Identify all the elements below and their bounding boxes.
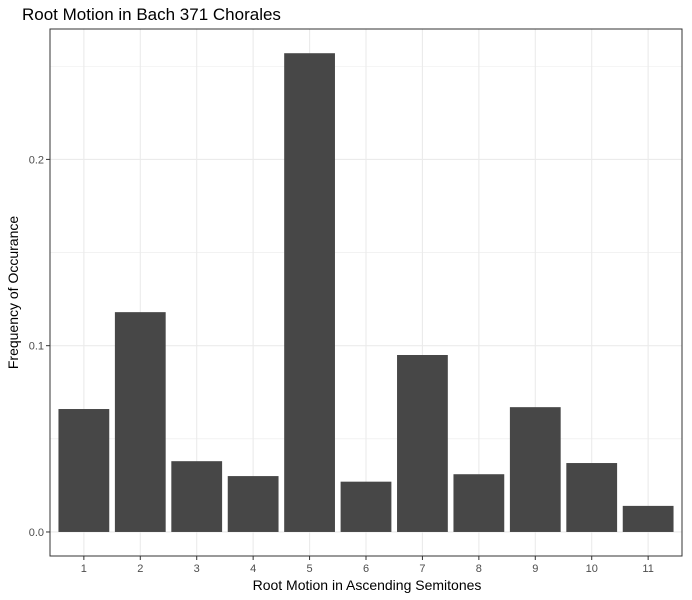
x-tick-label: 4 [250,563,256,575]
bar-11 [622,505,674,532]
x-tick-label: 2 [137,563,143,575]
y-axis-ticks: 0.0 0.1 0.2 [29,154,50,539]
y-tick-label: 0.1 [29,341,44,353]
y-tick-label: 0.0 [29,527,44,539]
x-tick-label: 10 [586,563,598,575]
y-tick-label: 0.2 [29,154,44,166]
x-axis-ticks: 1 2 3 4 5 6 7 8 9 10 11 [81,556,654,575]
x-tick-label: 5 [307,563,313,575]
x-axis-title: Root Motion in Ascending Semitones [253,577,482,593]
bar-9 [509,407,561,532]
bar-5 [284,53,335,532]
bar-1 [58,409,110,532]
x-tick-label: 1 [81,563,87,575]
bars [58,53,674,532]
bar-4 [227,476,279,532]
x-tick-label: 3 [194,563,200,575]
x-tick-label: 9 [532,563,538,575]
bar-7 [397,354,448,532]
x-tick-label: 8 [476,563,482,575]
chart-title: Root Motion in Bach 371 Chorales [22,5,281,24]
bar-3 [171,461,223,532]
x-tick-label: 7 [419,563,425,575]
bar-8 [453,474,505,532]
x-tick-label: 6 [363,563,369,575]
bar-10 [566,463,618,532]
bar-2 [114,312,166,532]
y-axis-title: Frequency of Occurance [5,216,21,370]
bar-6 [340,481,392,532]
x-tick-label: 11 [642,563,653,575]
